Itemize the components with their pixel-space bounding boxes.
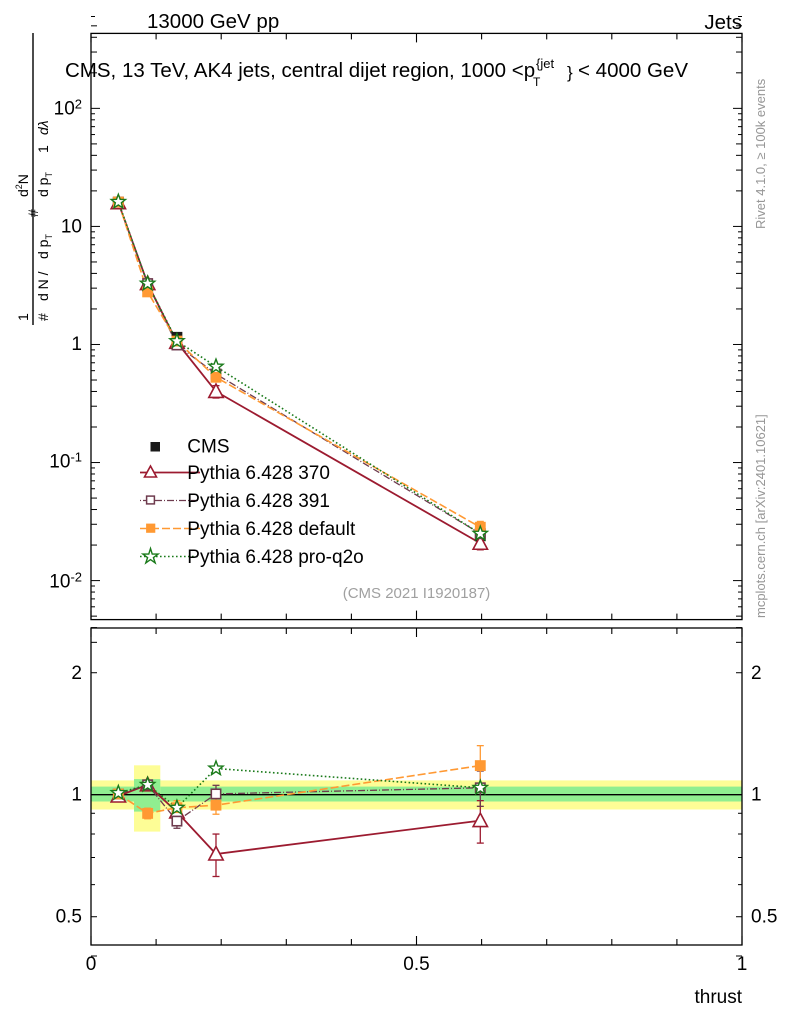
svg-text:13000 GeV pp: 13000 GeV pp [147, 10, 279, 33]
svg-text:2: 2 [71, 663, 82, 684]
svg-text:1: 1 [737, 954, 748, 975]
svg-text:2: 2 [751, 663, 762, 684]
svg-text:Pythia 6.428 default: Pythia 6.428 default [187, 519, 356, 540]
svg-text:0.5: 0.5 [56, 907, 82, 928]
svg-text:1: 1 [35, 145, 51, 153]
svg-text:< 4000 GeV: < 4000 GeV [578, 59, 688, 82]
svg-text:(CMS 2021 I1920187): (CMS 2021 I1920187) [343, 585, 491, 602]
svg-text:1: 1 [751, 785, 762, 806]
svg-text:CMS: CMS [187, 437, 229, 458]
svg-text:Pythia 6.428 pro-q2o: Pythia 6.428 pro-q2o [187, 547, 363, 568]
svg-text:#: # [25, 209, 41, 217]
svg-text:mcplots.cern.ch [arXiv:2401.10: mcplots.cern.ch [arXiv:2401.10621] [753, 414, 768, 618]
svg-text:d N /: d N / [35, 271, 51, 301]
svg-text:thrust: thrust [694, 987, 742, 1008]
svg-text:1: 1 [71, 334, 82, 355]
svg-text:10: 10 [61, 216, 82, 237]
svg-text:CMS, 13 TeV, AK4 jets, central: CMS, 13 TeV, AK4 jets, central dijet reg… [65, 59, 535, 82]
svg-text:0.5: 0.5 [403, 954, 429, 975]
svg-text:}: } [567, 63, 573, 82]
svg-text:Pythia 6.428 370: Pythia 6.428 370 [187, 463, 330, 484]
svg-text:Pythia 6.428 391: Pythia 6.428 391 [187, 491, 330, 512]
svg-text:Jets: Jets [704, 11, 742, 34]
svg-text:0.5: 0.5 [751, 907, 777, 928]
svg-text:1: 1 [15, 313, 31, 321]
svg-text:dλ: dλ [35, 120, 51, 135]
svg-text:{jet: {jet [536, 56, 554, 71]
svg-text:T: T [533, 75, 541, 89]
svg-text:1: 1 [71, 785, 82, 806]
svg-text:Rivet 4.1.0, ≥ 100k events: Rivet 4.1.0, ≥ 100k events [753, 78, 768, 229]
svg-text:0: 0 [86, 954, 97, 975]
svg-text:#: # [35, 313, 51, 321]
